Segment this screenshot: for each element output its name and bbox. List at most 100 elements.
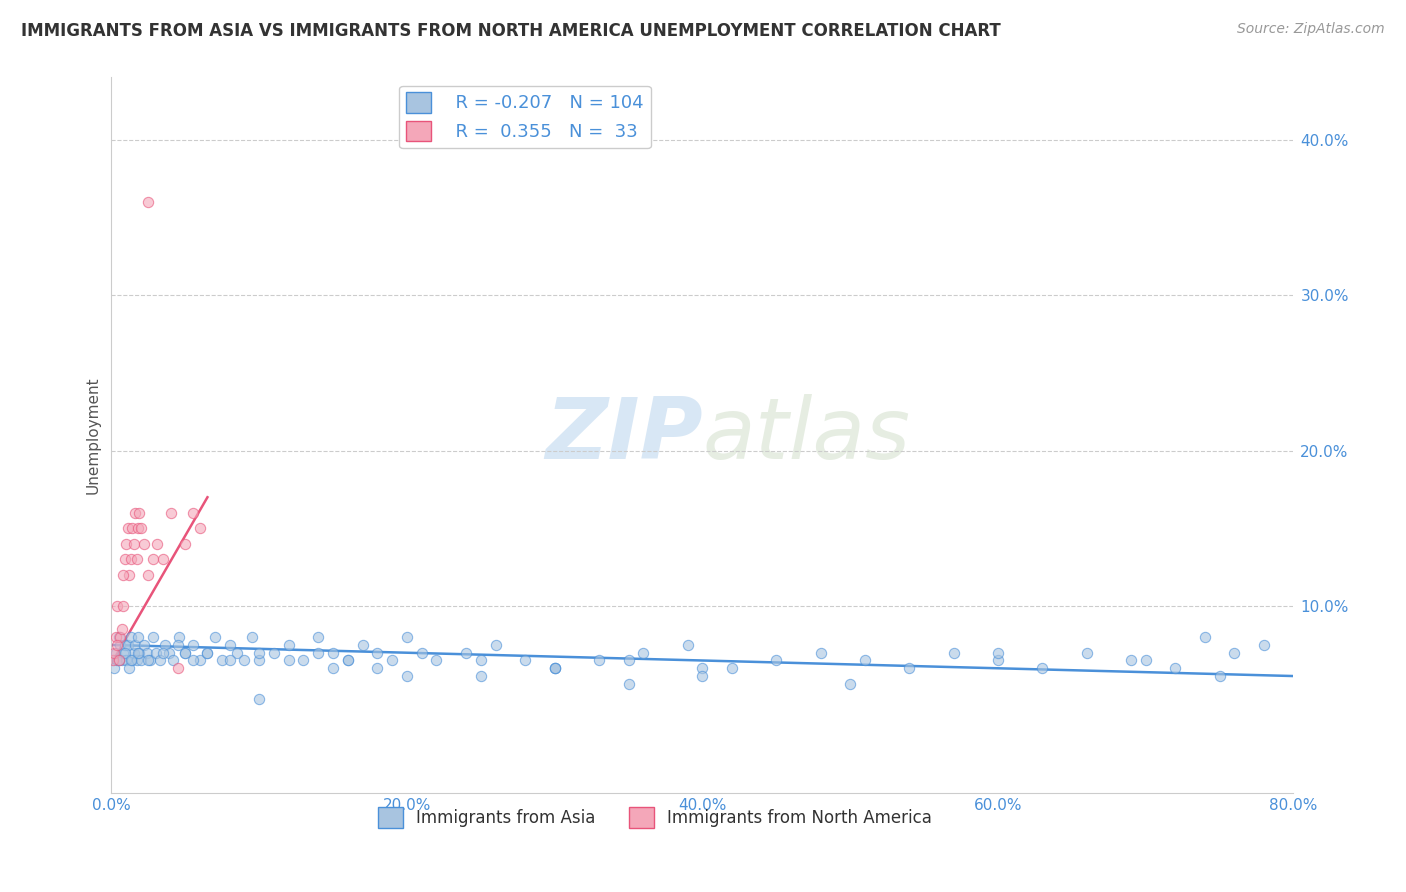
Legend: Immigrants from Asia, Immigrants from North America: Immigrants from Asia, Immigrants from No… <box>371 801 939 834</box>
Point <box>366 661 388 675</box>
Point <box>127 630 149 644</box>
Point <box>129 521 152 535</box>
Point <box>1253 638 1275 652</box>
Point <box>129 653 152 667</box>
Y-axis label: Unemployment: Unemployment <box>86 376 100 494</box>
Point <box>174 537 197 551</box>
Point <box>617 677 640 691</box>
Point <box>112 599 135 613</box>
Point <box>101 653 124 667</box>
Point <box>142 552 165 566</box>
Point <box>127 646 149 660</box>
Point <box>174 646 197 660</box>
Point <box>111 653 134 667</box>
Point <box>366 646 388 660</box>
Point <box>157 646 180 660</box>
Point <box>692 661 714 675</box>
Point <box>128 506 150 520</box>
Point <box>277 638 299 652</box>
Point <box>135 646 157 660</box>
Point <box>633 646 655 660</box>
Point <box>810 646 832 660</box>
Point <box>127 521 149 535</box>
Point <box>197 646 219 660</box>
Text: IMMIGRANTS FROM ASIA VS IMMIGRANTS FROM NORTH AMERICA UNEMPLOYMENT CORRELATION C: IMMIGRANTS FROM ASIA VS IMMIGRANTS FROM … <box>21 22 1001 40</box>
Point <box>124 638 146 652</box>
Point <box>336 653 359 667</box>
Point <box>322 646 344 660</box>
Point <box>765 653 787 667</box>
Point <box>152 646 174 660</box>
Point <box>162 653 184 667</box>
Point <box>839 677 862 691</box>
Point <box>174 646 197 660</box>
Point <box>167 661 190 675</box>
Point <box>128 646 150 660</box>
Point <box>188 653 211 667</box>
Point <box>110 630 132 644</box>
Point <box>145 646 167 660</box>
Point <box>103 661 125 675</box>
Point <box>121 653 143 667</box>
Point <box>118 661 141 675</box>
Point <box>543 661 565 675</box>
Point <box>117 521 139 535</box>
Point <box>159 506 181 520</box>
Point <box>139 653 162 667</box>
Point <box>721 661 744 675</box>
Point <box>107 653 129 667</box>
Point <box>322 661 344 675</box>
Point <box>153 638 176 652</box>
Point <box>513 653 536 667</box>
Point <box>1194 630 1216 644</box>
Point <box>197 646 219 660</box>
Point <box>543 661 565 675</box>
Point <box>114 646 136 660</box>
Point <box>987 646 1010 660</box>
Point <box>692 669 714 683</box>
Point <box>138 653 160 667</box>
Point <box>277 653 299 667</box>
Point <box>120 630 142 644</box>
Point <box>121 521 143 535</box>
Point <box>226 646 249 660</box>
Point <box>470 669 492 683</box>
Point <box>132 638 155 652</box>
Point <box>454 646 477 660</box>
Text: ZIP: ZIP <box>544 393 703 476</box>
Point <box>122 537 145 551</box>
Point <box>181 638 204 652</box>
Point <box>188 521 211 535</box>
Point <box>181 506 204 520</box>
Point <box>204 630 226 644</box>
Text: atlas: atlas <box>703 393 911 476</box>
Point <box>107 630 129 644</box>
Point <box>218 653 240 667</box>
Point <box>114 552 136 566</box>
Point <box>543 661 565 675</box>
Point <box>676 638 699 652</box>
Point <box>307 646 329 660</box>
Point <box>105 599 128 613</box>
Point <box>138 568 160 582</box>
Point <box>138 194 160 209</box>
Point <box>107 653 129 667</box>
Point <box>352 638 374 652</box>
Point <box>110 638 132 652</box>
Point <box>111 623 134 637</box>
Point <box>381 653 404 667</box>
Point <box>114 638 136 652</box>
Point <box>103 646 125 660</box>
Point <box>484 638 506 652</box>
Point <box>240 630 263 644</box>
Point <box>115 537 138 551</box>
Point <box>617 653 640 667</box>
Point <box>233 653 256 667</box>
Point <box>167 638 190 652</box>
Point <box>247 692 270 706</box>
Point <box>152 552 174 566</box>
Text: Source: ZipAtlas.com: Source: ZipAtlas.com <box>1237 22 1385 37</box>
Point <box>1031 661 1053 675</box>
Point <box>247 653 270 667</box>
Point <box>112 646 135 660</box>
